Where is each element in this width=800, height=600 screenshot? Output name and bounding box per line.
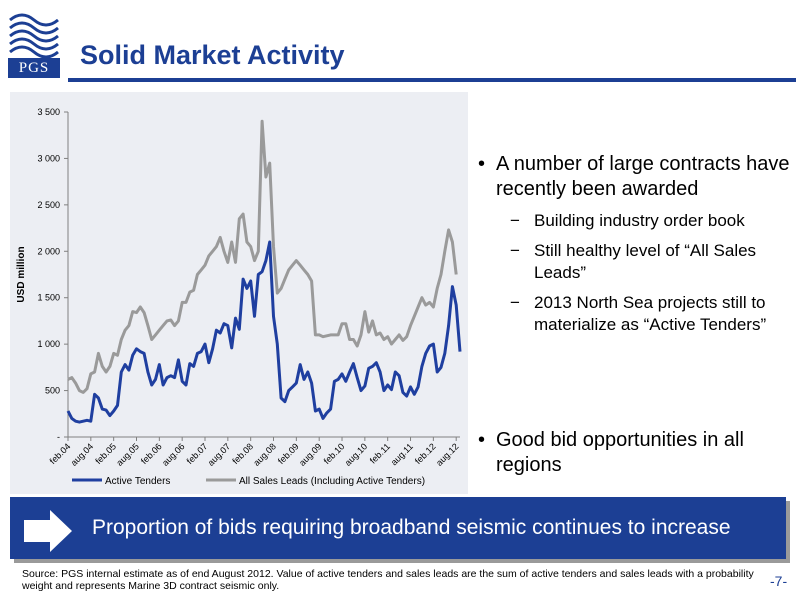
legend-label-all-sales-leads: All Sales Leads (Including Active Tender… [239, 476, 425, 487]
x-tick-label: feb.05 [93, 441, 118, 466]
bullet-contracts-text: A number of large contracts have recentl… [496, 153, 790, 200]
key-message-banner [10, 497, 786, 559]
dash-icon: − [510, 293, 520, 312]
y-tick-label: 1 000 [37, 339, 60, 349]
sub-bullet-sales-leads-text: Still healthy level of “All Sales Leads” [534, 241, 757, 282]
x-tick-label: feb.12 [413, 441, 438, 466]
y-tick-label: 2 000 [37, 246, 60, 256]
series-line-active-tenders [66, 240, 462, 424]
x-tick-label: aug.05 [114, 441, 141, 468]
y-tick-label: 1 500 [37, 293, 60, 303]
bullet-list: • A number of large contracts have recen… [476, 152, 796, 336]
page-title: Solid Market Activity [80, 40, 345, 70]
bullet-bid-opportunities: • Good bid opportunities in all regions [476, 428, 796, 478]
market-activity-chart: USD million - 500 1 000 1 500 2 000 2 500 3 000… [16, 107, 462, 487]
y-tick-label: 500 [45, 386, 60, 396]
x-tick-label: feb.04 [48, 441, 73, 466]
dash-icon: − [510, 241, 520, 260]
x-tick-label: aug.07 [206, 441, 233, 468]
bullet-dot-icon: • [478, 153, 486, 175]
sub-bullet-north-sea: − 2013 North Sea projects still to mater… [476, 292, 796, 336]
page-number: -7- [770, 573, 788, 589]
x-tick-label: aug.12 [434, 441, 461, 468]
sub-bullet-north-sea-text: 2013 North Sea projects still to materia… [534, 293, 767, 334]
sub-bullet-order-book-text: Building industry order book [534, 211, 745, 230]
x-tick-label: feb.09 [276, 441, 301, 466]
bullet-bid-opportunities-text: Good bid opportunities in all regions [496, 429, 744, 476]
sub-bullet-order-book: − Building industry order book [476, 210, 796, 232]
series-line-all-sales-leads [67, 119, 458, 394]
pgs-logo: PGS [8, 8, 60, 78]
x-tick-label: feb.10 [322, 441, 347, 466]
x-tick-label: feb.06 [139, 441, 164, 466]
bullet-dot-icon: • [478, 429, 486, 451]
x-tick-label: aug.06 [160, 441, 187, 468]
logo-text: PGS [8, 58, 60, 78]
title-divider [68, 78, 796, 82]
x-tick-label: aug.11 [389, 441, 415, 467]
y-tick-label: 2 500 [37, 200, 60, 210]
sub-bullet-sales-leads: − Still healthy level of “All Sales Lead… [476, 240, 796, 284]
x-tick-label: aug.04 [69, 441, 96, 468]
y-tick-label: 3 500 [37, 107, 60, 117]
bullet-contracts: • A number of large contracts have recen… [476, 152, 796, 202]
x-tick-label: aug.10 [343, 441, 370, 468]
x-tick-label: aug.08 [251, 441, 278, 468]
y-tick-label: - [57, 432, 60, 442]
bullet-list-2: • Good bid opportunities in all regions [476, 428, 796, 478]
dash-icon: − [510, 211, 520, 230]
chart-background [10, 92, 468, 494]
logo-wave-icon [8, 8, 60, 59]
x-tick-label: aug.09 [297, 441, 324, 468]
legend-label-active-tenders: Active Tenders [105, 476, 170, 487]
y-axis-title: USD million [16, 246, 27, 302]
x-tick-label: feb.08 [230, 441, 255, 466]
banner-text: Proportion of bids requiring broadband s… [92, 516, 731, 539]
source-footnote: Source: PGS internal estimate as of end … [22, 568, 754, 592]
x-tick-label: feb.07 [185, 441, 210, 466]
y-tick-label: 3 000 [37, 153, 60, 163]
arrow-right-icon [24, 510, 72, 552]
x-tick-label: feb.11 [368, 441, 392, 465]
